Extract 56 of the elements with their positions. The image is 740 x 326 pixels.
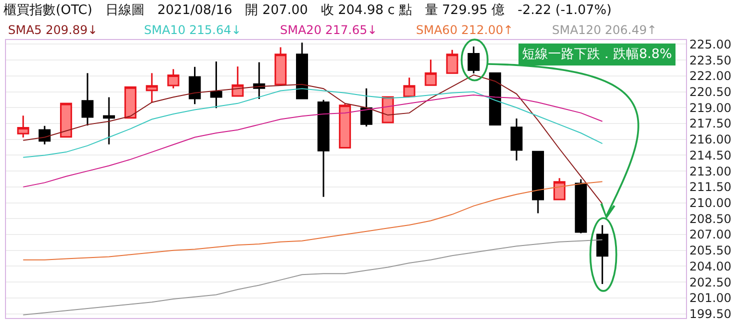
y-tick-label: 201.00 <box>689 291 732 306</box>
candlestick <box>317 99 330 198</box>
y-tick-label: 219.00 <box>689 100 732 115</box>
candlestick <box>468 46 480 74</box>
candlestick <box>446 49 458 74</box>
candlestick <box>167 68 180 90</box>
candlestick <box>360 88 372 128</box>
candlestick <box>232 66 244 97</box>
candlestick <box>424 58 437 86</box>
y-tick-label: 213.00 <box>689 164 732 178</box>
candlestick <box>17 114 30 138</box>
candlestick <box>60 102 72 138</box>
candlestick <box>489 72 502 126</box>
text: SMA120 206.49↑ <box>552 23 657 37</box>
candlestick <box>210 60 222 109</box>
y-tick-label: 217.50 <box>689 116 732 131</box>
y-tick-label: 207.00 <box>689 228 732 242</box>
candlestick <box>146 72 158 104</box>
candlestick <box>553 177 566 200</box>
candlestick <box>338 103 351 148</box>
line-series <box>22 88 603 158</box>
line-series <box>22 74 603 204</box>
text: SMA60 212.00↑ <box>416 23 514 37</box>
y-tick-label: 208.50 <box>689 212 732 226</box>
line-series <box>22 239 603 316</box>
line-series <box>22 181 603 260</box>
candlestick <box>102 96 115 146</box>
y-tick-label: 205.50 <box>689 244 732 258</box>
line-series <box>22 94 603 188</box>
y-tick-label: 220.50 <box>689 84 732 99</box>
y-tick-label: 216.00 <box>689 132 732 147</box>
candlestick <box>188 66 201 105</box>
y-tick-label: 199.50 <box>689 306 732 321</box>
candlestick <box>296 42 308 100</box>
candlestick <box>124 86 136 119</box>
text: SMA5 209.89↓ <box>8 23 98 37</box>
y-tick-label: 204.00 <box>689 259 732 274</box>
y-tick-label: 225.00 <box>689 37 732 52</box>
y-tick-label: 211.50 <box>689 180 732 194</box>
candlestick <box>82 72 94 126</box>
y-tick-label: 223.50 <box>689 53 732 68</box>
candlestick <box>274 46 287 86</box>
candlestick <box>403 76 416 98</box>
y-tick-label: 222.00 <box>689 69 732 84</box>
chart-title: 櫃買指數(OTC) 日線圖 2021/08/16 開 207.00 收 204.98 c 點 量 729.95 億 -2.22 (-1.07%) <box>4 2 612 18</box>
candlestick <box>532 150 544 214</box>
text: SMA20 217.65↓ <box>280 23 378 37</box>
text: SMA10 215.64↓ <box>144 23 242 37</box>
y-tick-label: 214.50 <box>689 148 732 162</box>
candlestick <box>510 118 523 162</box>
annotation: 短線一路下跌．跌幅8.8% <box>522 47 672 62</box>
candlestick <box>596 224 608 285</box>
candlestick <box>574 178 587 234</box>
y-tick-label: 202.50 <box>689 275 732 290</box>
y-tick-label: 210.00 <box>689 196 732 210</box>
candlestick <box>253 61 266 100</box>
